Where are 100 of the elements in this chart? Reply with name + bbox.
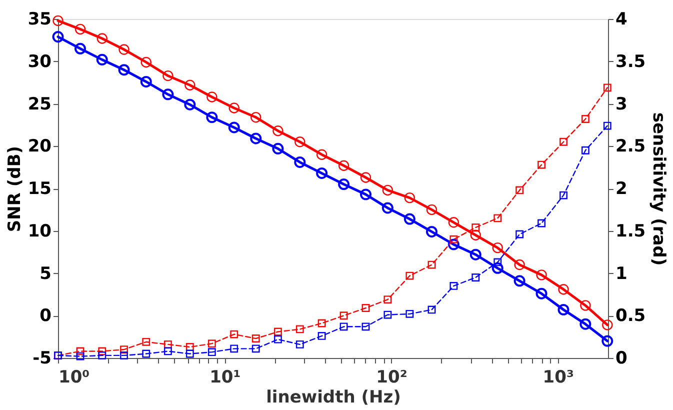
x-tick-label: 10⁰ <box>58 368 90 388</box>
point <box>492 242 503 254</box>
point <box>448 217 460 228</box>
y2-tick-label: 4 <box>616 10 628 30</box>
y-tick-label: 0 <box>40 306 52 326</box>
point <box>184 98 196 110</box>
point <box>252 344 260 353</box>
point <box>428 306 436 314</box>
x-axis-title: linewidth (Hz) <box>266 388 401 408</box>
point <box>52 15 64 26</box>
point <box>142 350 150 358</box>
point <box>602 335 614 347</box>
point <box>252 334 260 342</box>
point <box>514 275 526 287</box>
point <box>406 310 414 318</box>
point <box>470 230 481 240</box>
point <box>538 219 546 228</box>
point <box>448 238 460 250</box>
point <box>316 149 328 160</box>
point <box>162 70 174 82</box>
x-tick-label: 10² <box>376 368 408 388</box>
y2-tick-label: 3.5 <box>616 52 646 72</box>
point <box>603 122 612 130</box>
point <box>404 213 416 225</box>
y-tick-label: 20 <box>28 136 52 157</box>
point <box>206 112 218 124</box>
point <box>384 310 392 319</box>
point <box>272 142 284 154</box>
point <box>98 347 106 356</box>
point <box>230 330 238 338</box>
point <box>184 80 196 90</box>
point <box>74 42 86 54</box>
point <box>603 84 612 92</box>
point <box>338 160 350 171</box>
point <box>580 318 592 330</box>
point <box>316 168 328 179</box>
point <box>162 88 174 100</box>
point <box>360 188 372 200</box>
y-tick-label: 30 <box>28 52 52 72</box>
point <box>362 322 370 331</box>
point <box>186 343 194 351</box>
point <box>450 282 458 290</box>
point <box>450 235 458 244</box>
y2-tick-label: 0.5 <box>616 306 646 326</box>
point <box>294 156 306 168</box>
point <box>118 64 130 76</box>
point <box>382 202 394 214</box>
point <box>580 300 591 311</box>
y2-tick-label: 1 <box>616 264 628 284</box>
point <box>340 312 348 320</box>
y-tick-label: -5 <box>32 348 52 368</box>
point <box>206 92 218 102</box>
point <box>164 347 172 356</box>
point <box>494 258 502 266</box>
point <box>120 352 128 360</box>
point <box>536 288 548 300</box>
y-tick-label: 5 <box>40 264 52 284</box>
point <box>228 122 240 134</box>
point <box>340 322 348 331</box>
point <box>96 54 108 66</box>
point <box>516 230 524 238</box>
point <box>120 346 128 354</box>
point <box>514 259 525 270</box>
point <box>250 132 262 144</box>
point <box>250 112 262 123</box>
point <box>536 270 547 280</box>
point <box>362 304 370 312</box>
point <box>426 204 438 216</box>
point <box>74 24 86 35</box>
point <box>52 31 64 43</box>
point <box>142 338 150 346</box>
point <box>404 192 415 204</box>
y2-tick-label: 1.5 <box>616 221 646 242</box>
point <box>538 160 546 169</box>
y-tick-label: 15 <box>28 179 52 199</box>
point <box>208 340 216 348</box>
point <box>558 304 570 316</box>
y-tick-label: 35 <box>28 10 52 30</box>
point <box>428 260 436 269</box>
point <box>581 146 590 154</box>
point <box>274 328 282 336</box>
point <box>382 184 394 196</box>
y-axis-title: SNR (dB) <box>4 146 25 232</box>
point <box>296 340 304 348</box>
point <box>558 284 569 295</box>
point <box>140 76 152 88</box>
point <box>272 126 284 136</box>
point <box>76 347 84 356</box>
point <box>76 352 84 360</box>
point <box>230 344 238 353</box>
x-tick-label: 10³ <box>542 368 574 388</box>
y-tick-label: 25 <box>28 94 52 114</box>
x-tick-label: 10¹ <box>210 368 241 388</box>
y-tick-label: 10 <box>28 221 52 242</box>
y2-tick-label: 2.5 <box>616 136 646 157</box>
point <box>164 340 172 348</box>
point <box>406 272 414 280</box>
y2-tick-label: 3 <box>616 94 628 114</box>
point <box>140 56 152 68</box>
point <box>338 178 350 190</box>
